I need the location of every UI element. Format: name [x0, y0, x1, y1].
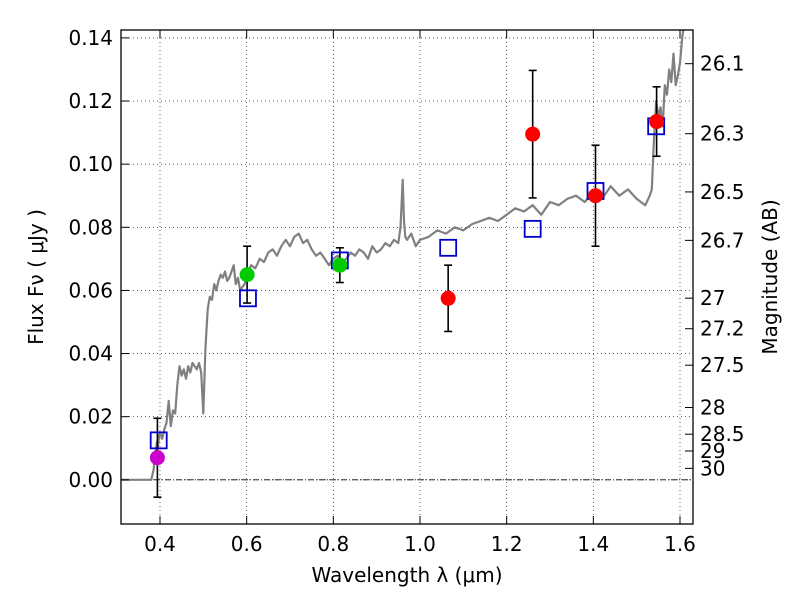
- magnitude-tick-label: 30: [700, 456, 725, 480]
- y-tick-label: 0.10: [68, 152, 113, 176]
- magnitude-tick-label: 28: [700, 395, 725, 419]
- observed-point: [588, 188, 603, 204]
- x-tick-label: 0.6: [231, 532, 263, 556]
- x-tick-label: 1.0: [404, 532, 436, 556]
- x-axis-label: Wavelength λ (μm): [311, 563, 502, 587]
- y-axis: 0.00 0.02 0.04 0.06 0.08 0.10 0.12 0.14: [68, 26, 129, 492]
- magnitude-tick-label: 26.7: [700, 228, 745, 252]
- model-square-point: [439, 238, 458, 257]
- y-tick-label: 0.08: [68, 215, 113, 239]
- observed-point: [649, 114, 665, 130]
- magnitude-tick-label: 27.5: [700, 353, 745, 377]
- magnitude-tick-label: 26.3: [700, 122, 745, 146]
- magnitude-tick-label: 26.5: [700, 180, 745, 204]
- observed-point: [149, 450, 165, 466]
- x-tick-label: 0.4: [144, 532, 176, 556]
- magnitude-tick-label: 27.2: [700, 317, 745, 341]
- magnitude-tick-label: 29: [700, 439, 725, 463]
- magnitude-tick-label: 28.5: [700, 422, 745, 446]
- y-tick-label: 0.06: [68, 278, 113, 302]
- y-tick-label: 0.02: [68, 405, 113, 429]
- x-tick-label: 1.6: [664, 532, 696, 556]
- x-tick-label: 0.8: [317, 532, 349, 556]
- y-axis-label: Flux Fν ( μJy ): [24, 209, 48, 345]
- x-axis: 0.4 0.6 0.8 1.0 1.2 1.4 1.6: [144, 30, 696, 556]
- observed-point: [440, 290, 456, 306]
- y-tick-label: 0.00: [68, 468, 113, 492]
- observed-point: [525, 126, 541, 142]
- model-sed-line: [121, 30, 685, 481]
- x-tick-label: 1.2: [491, 532, 523, 556]
- model-square-point: [239, 289, 257, 308]
- grid-lines: [121, 30, 693, 524]
- observed-point: [239, 267, 255, 283]
- model-square-point: [523, 219, 542, 238]
- model-square-point: [149, 431, 168, 450]
- magnitude-tick-label: 27: [700, 286, 725, 310]
- x-tick-label: 1.4: [577, 532, 609, 556]
- y-tick-label: 0.12: [68, 89, 113, 113]
- y-tick-label: 0.04: [68, 342, 113, 366]
- plot-marks: [121, 30, 685, 498]
- plot-frame: [120, 29, 694, 525]
- y-tick-label: 0.14: [68, 26, 113, 50]
- magnitude-axis-label: Magnitude (AB): [758, 199, 782, 354]
- magnitude-tick-label: 26.1: [700, 52, 745, 76]
- observed-point: [332, 257, 348, 273]
